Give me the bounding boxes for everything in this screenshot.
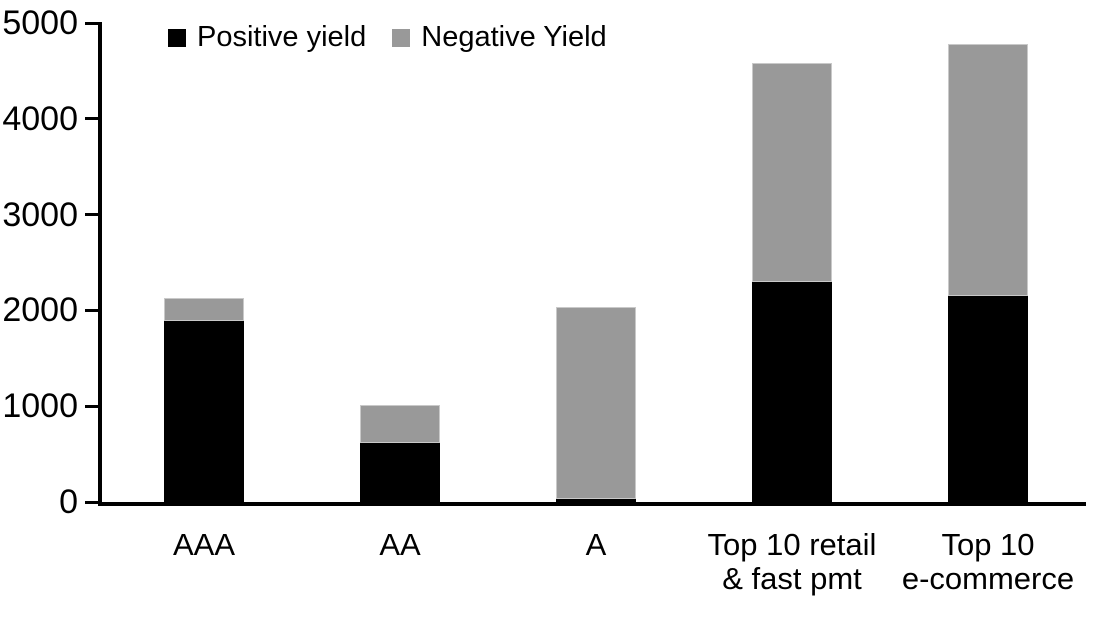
y-tick-mark xyxy=(85,500,99,504)
legend-item-negative-yield: Negative Yield xyxy=(392,21,607,54)
bar-segment-negative-yield xyxy=(164,297,244,321)
legend: Positive yield Negative Yield xyxy=(168,21,607,54)
category-label: A xyxy=(585,527,607,562)
y-tick-label: 5000 xyxy=(2,4,78,42)
legend-swatch-negative-yield xyxy=(392,28,411,47)
category-label: Top 10 retail & fast pmt xyxy=(707,527,877,596)
y-tick-label: 4000 xyxy=(2,99,78,138)
y-tick-label: 1000 xyxy=(2,387,78,426)
category-label: AAA xyxy=(172,527,236,562)
legend-swatch-positive-yield xyxy=(168,28,186,47)
y-tick-mark xyxy=(85,117,99,121)
y-axis xyxy=(98,22,102,506)
bar-segment-positive-yield xyxy=(360,442,440,502)
bar-segment-negative-yield xyxy=(556,306,636,499)
y-tick-mark xyxy=(85,308,99,312)
category-label: AA xyxy=(379,527,421,562)
bar-segment-negative-yield xyxy=(948,43,1028,296)
bar-segment-positive-yield xyxy=(948,295,1028,502)
category-label: Top 10 e-commerce xyxy=(901,527,1075,596)
bar-segment-negative-yield xyxy=(360,405,440,443)
bar-segment-negative-yield xyxy=(752,62,832,282)
legend-label-positive-yield: Positive yield xyxy=(197,21,367,53)
x-axis xyxy=(98,502,1086,506)
y-tick-label: 0 xyxy=(59,483,78,521)
y-tick-mark xyxy=(85,404,99,408)
y-tick-label: 2000 xyxy=(2,291,78,330)
y-tick-label: 3000 xyxy=(2,195,78,234)
bar-segment-positive-yield xyxy=(164,320,244,502)
y-tick-mark xyxy=(85,21,99,25)
legend-item-positive-yield: Positive yield xyxy=(168,21,367,54)
y-tick-mark xyxy=(85,213,99,217)
bar-segment-positive-yield xyxy=(752,281,832,502)
legend-label-negative-yield: Negative Yield xyxy=(421,21,607,53)
bar-segment-positive-yield xyxy=(556,498,636,502)
